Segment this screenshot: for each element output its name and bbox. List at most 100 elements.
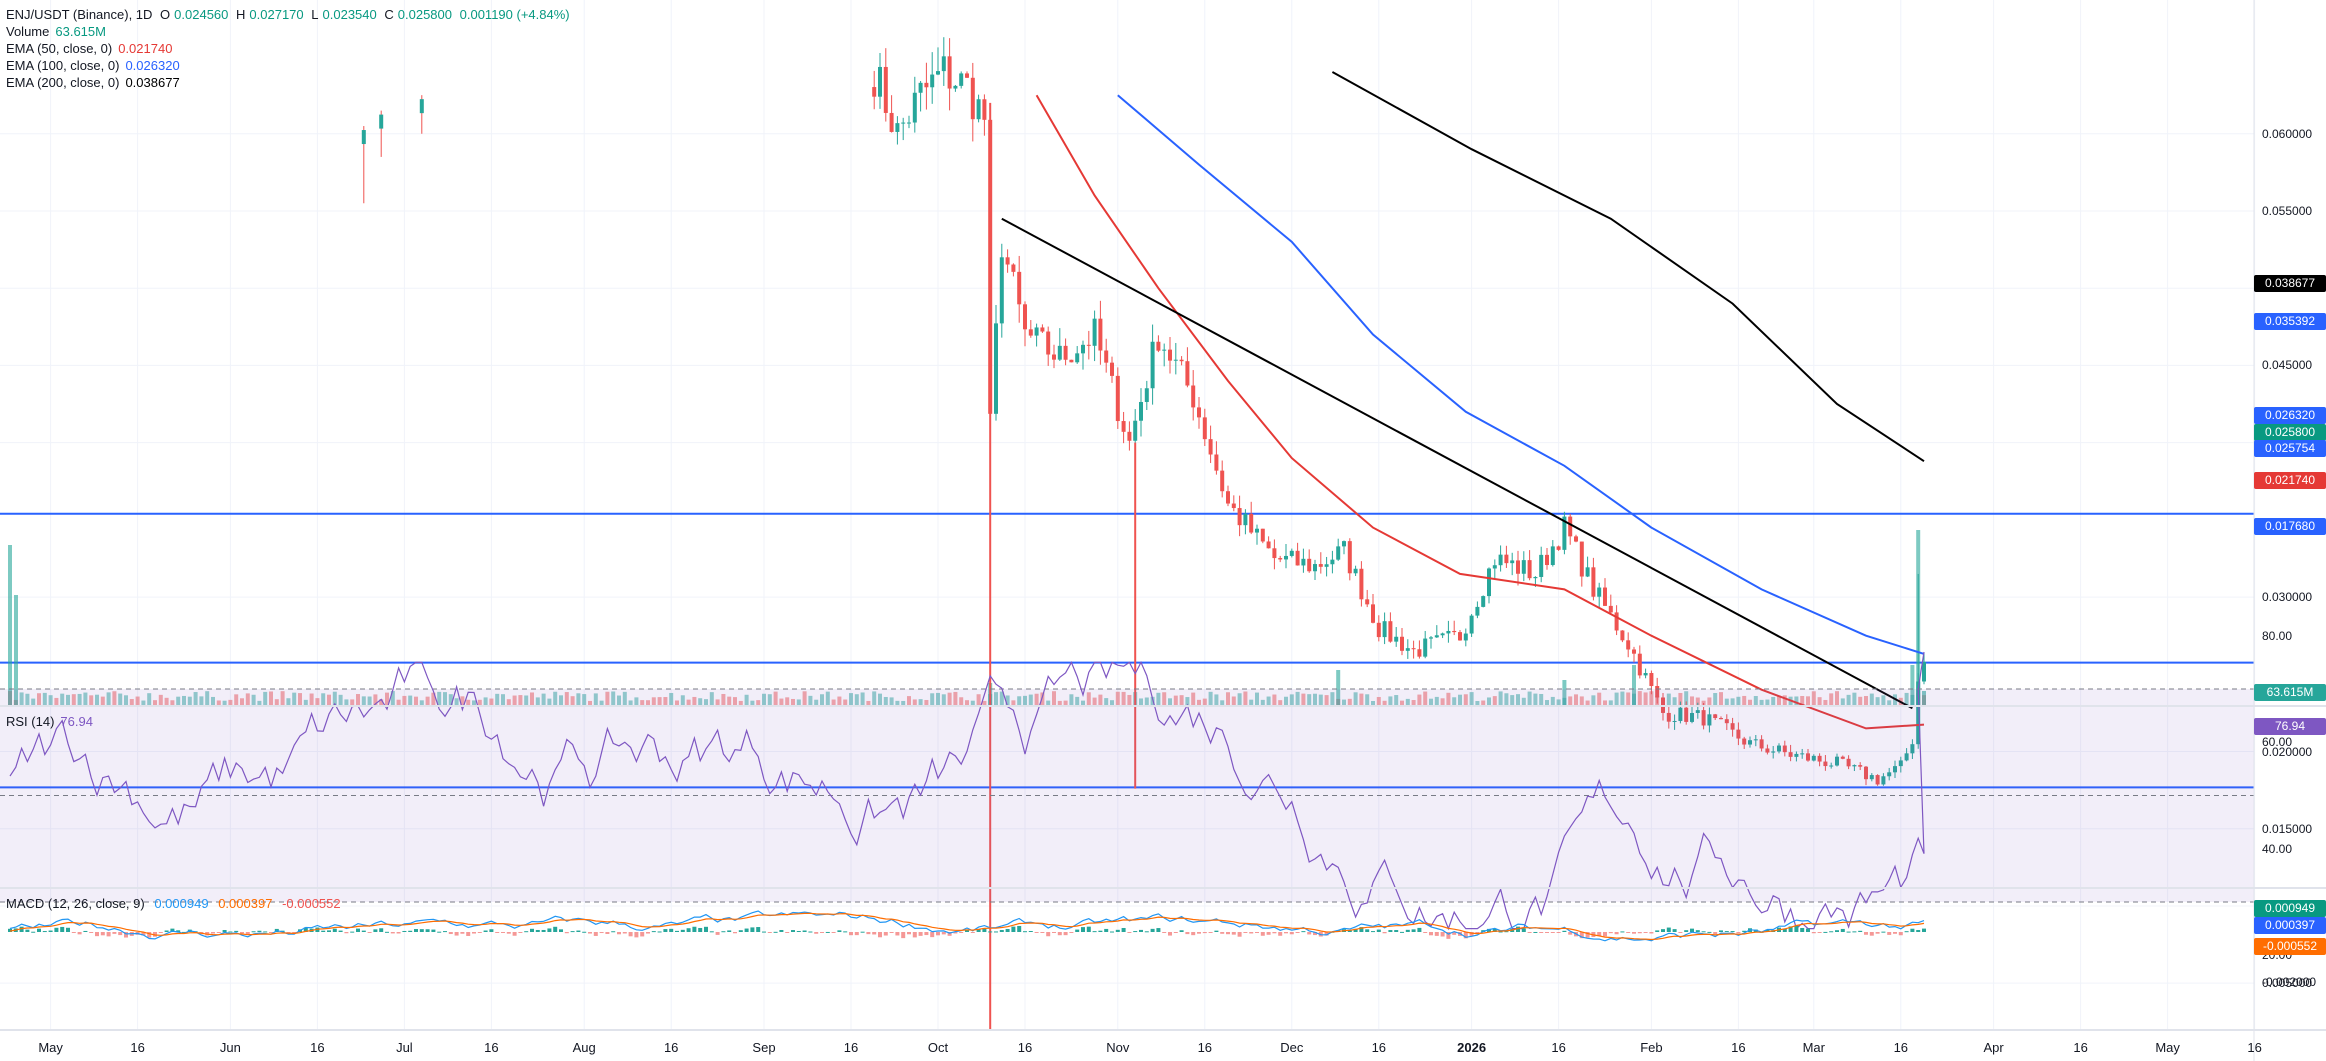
volume-bar bbox=[965, 700, 969, 705]
candle-body bbox=[1237, 508, 1242, 526]
volume-bar bbox=[1284, 696, 1288, 705]
ema200-legend[interactable]: EMA (200, close, 0) 0.038677 bbox=[6, 74, 574, 91]
macd-histogram-bar bbox=[982, 928, 987, 932]
rsi-tick-label: 80.00 bbox=[2262, 628, 2293, 643]
ema100-legend[interactable]: EMA (100, close, 0) 0.026320 bbox=[6, 57, 574, 74]
rsi-tick-label: 40.00 bbox=[2262, 841, 2293, 856]
candle-body bbox=[1498, 554, 1503, 566]
volume-bar bbox=[1614, 692, 1619, 705]
macd-histogram-bar bbox=[1301, 931, 1306, 933]
volume-bar bbox=[1852, 692, 1857, 705]
macd-histogram-bar bbox=[791, 930, 795, 932]
macd-histogram-bar bbox=[970, 932, 975, 933]
macd-histogram-bar bbox=[1690, 928, 1694, 932]
symbol-label[interactable]: ENJ/USDT (Binance), 1D bbox=[6, 7, 153, 22]
macd-histogram-bar bbox=[959, 932, 964, 933]
macd-histogram-bar bbox=[1394, 930, 1399, 932]
macd-histogram-bar bbox=[1695, 930, 1700, 932]
volume-bar bbox=[95, 694, 99, 705]
volume-bar bbox=[1197, 699, 1201, 705]
volume-bar bbox=[559, 695, 563, 705]
macd-histogram-bar bbox=[994, 931, 998, 933]
macd-legend[interactable]: MACD (12, 26, close, 9) 0.000949 0.00039… bbox=[6, 895, 341, 912]
trendline[interactable] bbox=[1001, 217, 1913, 710]
macd-histogram-bar bbox=[1272, 932, 1277, 934]
macd-histogram-bar bbox=[953, 932, 958, 934]
volume-bar bbox=[292, 692, 297, 705]
volume-bar bbox=[1742, 695, 1747, 705]
macd-histogram-bar bbox=[390, 932, 395, 934]
macd-histogram-bar bbox=[1887, 932, 1892, 935]
volume-bar bbox=[1765, 699, 1770, 705]
candle-body bbox=[1023, 304, 1027, 330]
volume-bar bbox=[234, 694, 239, 705]
candle-body bbox=[1788, 752, 1793, 757]
macd-histogram-bar bbox=[1875, 932, 1880, 934]
volume-bar-spike bbox=[1910, 665, 1915, 705]
macd-histogram-bar bbox=[106, 932, 111, 937]
macd-histogram-bar bbox=[379, 928, 384, 932]
volume-bar bbox=[350, 699, 355, 705]
macd-histogram-bar bbox=[947, 932, 952, 936]
candle-body bbox=[1458, 632, 1462, 641]
macd-histogram-bar bbox=[1713, 932, 1718, 935]
candle-body bbox=[878, 66, 882, 97]
candle-body bbox=[1771, 751, 1776, 753]
macd-histogram-bar bbox=[1556, 932, 1561, 933]
volume-bar bbox=[640, 700, 645, 705]
ema-lines bbox=[1035, 71, 1925, 730]
macd-histogram-bar bbox=[1028, 930, 1033, 932]
rsi-badge: 76.94 bbox=[2254, 718, 2326, 735]
macd-histogram-bar bbox=[437, 931, 442, 933]
macd-histogram-bar bbox=[182, 931, 186, 933]
volume-bar bbox=[1724, 698, 1729, 705]
macd-histogram-bar bbox=[1637, 932, 1642, 934]
macd-histogram-bar bbox=[1185, 932, 1190, 935]
time-tick-label: 16 bbox=[1017, 1040, 1033, 1055]
candle-body bbox=[1898, 760, 1903, 767]
macd-histogram-bar bbox=[907, 932, 911, 935]
candle-body bbox=[1179, 359, 1184, 362]
macd-histogram-bar bbox=[1324, 932, 1329, 936]
rsi-legend[interactable]: RSI (14) 76.94 bbox=[6, 713, 93, 730]
macd-histogram-bar bbox=[31, 931, 36, 933]
ema50-legend[interactable]: EMA (50, close, 0) 0.021740 bbox=[6, 40, 574, 57]
volume-bar bbox=[959, 697, 964, 705]
macd-histogram-bar bbox=[124, 932, 128, 938]
volume-bar bbox=[582, 694, 587, 705]
volume-bar bbox=[1307, 694, 1312, 705]
candle-body bbox=[1057, 345, 1062, 360]
macd-histogram-bar bbox=[1440, 932, 1445, 937]
macd-histogram-bar bbox=[1504, 931, 1509, 933]
macd-histogram-bar bbox=[19, 926, 24, 932]
volume-bar bbox=[205, 691, 210, 705]
volume-bar bbox=[1005, 695, 1010, 705]
volume-bar bbox=[419, 700, 424, 705]
candle-body bbox=[1701, 710, 1706, 726]
volume-bar bbox=[303, 699, 308, 705]
macd-histogram-bar bbox=[1040, 932, 1045, 933]
candle-body bbox=[1423, 638, 1428, 657]
macd-histogram-bar bbox=[1255, 932, 1259, 934]
macd-histogram-bar bbox=[872, 932, 877, 935]
candle-body bbox=[982, 99, 987, 120]
macd-histogram-bar bbox=[1405, 929, 1410, 932]
macd-histogram-bar bbox=[71, 932, 76, 933]
candle-body bbox=[1318, 564, 1323, 567]
horizontal-levels[interactable] bbox=[0, 512, 2254, 789]
volume-bar bbox=[1266, 696, 1271, 705]
macd-histogram-bar bbox=[1562, 930, 1567, 932]
hline-low-badge: 0.017680 bbox=[2254, 518, 2326, 535]
volume-bar bbox=[1469, 692, 1474, 705]
volume-bar bbox=[866, 700, 871, 705]
volume-bar bbox=[1782, 695, 1787, 705]
volume-legend[interactable]: Volume 63.615M bbox=[6, 23, 574, 40]
macd-histogram-bar bbox=[1782, 928, 1787, 932]
volume-bar bbox=[1579, 696, 1584, 705]
candle-body bbox=[1713, 714, 1718, 719]
volume-legend-label: Volume bbox=[6, 24, 50, 39]
candle-body bbox=[1382, 621, 1387, 638]
volume-bar bbox=[182, 695, 186, 705]
volume-bar bbox=[721, 693, 726, 705]
